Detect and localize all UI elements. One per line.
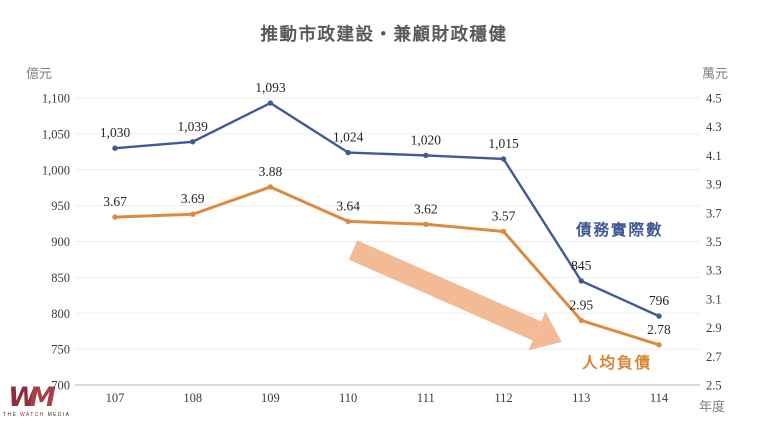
series-line: [113, 185, 661, 347]
x-tick: 108: [183, 391, 202, 405]
y-tick-right: 3.3: [706, 264, 722, 278]
data-point: [112, 145, 118, 151]
right-axis-unit: 萬元: [702, 66, 729, 81]
x-tick: 111: [417, 391, 435, 405]
y-tick-right: 2.7: [706, 350, 722, 364]
y-tick-left: 700: [51, 379, 70, 393]
data-point-label: 3.62: [414, 201, 438, 216]
series-line: [113, 101, 661, 318]
trend-arrow-head: [528, 311, 562, 351]
data-point-label: 1,093: [255, 80, 286, 95]
logo-tagline: THE WATCH MEDIA: [3, 412, 69, 418]
y-tick-left: 1,050: [42, 127, 70, 141]
data-point: [345, 149, 351, 156]
y-tick-right: 3.5: [706, 235, 722, 249]
logo-letter-m: M: [28, 382, 56, 413]
data-point-label: 1,030: [100, 125, 131, 140]
y-tick-left: 950: [51, 199, 70, 213]
logo-monogram: WM: [3, 384, 61, 411]
y-tick-left: 1,000: [42, 163, 70, 177]
data-point: [656, 313, 662, 319]
data-point-label: 2.78: [647, 322, 671, 337]
x-tick: 113: [572, 391, 590, 405]
series-label-debt: 債務實際數: [576, 222, 664, 239]
data-point-label: 3.67: [103, 194, 127, 209]
y-tick-right: 3.9: [706, 178, 722, 192]
x-tick: 112: [494, 391, 512, 405]
y-tick-right: 3.1: [706, 292, 722, 306]
data-point: [578, 278, 584, 284]
data-point-label: 1,020: [411, 132, 442, 147]
y-tick-right: 4.1: [706, 149, 722, 163]
series-label-per-capita: 人均負債: [582, 355, 653, 372]
trend-arrow-shaft: [348, 240, 542, 341]
data-point: [423, 152, 429, 159]
data-point-label: 3.88: [259, 164, 283, 179]
data-point-label: 1,015: [488, 136, 519, 151]
data-point: [345, 218, 351, 225]
x-tick: 114: [650, 391, 669, 405]
data-point: [423, 221, 429, 227]
logo-letter-w: W: [8, 382, 38, 413]
logo-tagline-the: THE: [3, 412, 18, 418]
data-point: [578, 317, 584, 324]
y-tick-left: 800: [51, 307, 70, 321]
data-point: [500, 228, 507, 235]
y-tick-left: 1,100: [42, 92, 70, 106]
data-point-label: 796: [649, 293, 670, 308]
left-axis-unit: 億元: [26, 66, 53, 81]
data-point-label: 3.69: [181, 191, 205, 206]
watch-media-logo: WM THE WATCH MEDIA: [3, 384, 69, 418]
data-point-label: 3.64: [336, 198, 360, 213]
y-tick-left: 850: [51, 271, 70, 285]
y-tick-left: 750: [51, 343, 70, 357]
logo-tagline-media: MEDIA: [47, 412, 71, 418]
data-point-label: 1,039: [178, 119, 209, 134]
data-point: [656, 342, 662, 348]
y-tick-right: 2.9: [706, 321, 722, 335]
y-tick-right: 2.5: [706, 379, 722, 393]
data-point-label: 845: [571, 258, 592, 273]
chart-title: 推動市政建設‧兼顧財政穩健: [260, 24, 508, 44]
data-point: [190, 211, 196, 217]
data-point: [112, 214, 118, 220]
x-tick: 109: [261, 391, 280, 405]
data-point: [267, 100, 274, 106]
x-tick: 110: [339, 391, 357, 405]
data-point-label: 3.57: [492, 208, 516, 223]
y-tick-right: 4.5: [706, 92, 722, 106]
logo-tagline-watch: WATCH: [20, 412, 45, 418]
data-point: [190, 139, 196, 145]
y-tick-right: 3.7: [706, 206, 722, 220]
x-axis-unit: 年度: [699, 399, 726, 414]
y-tick-left: 900: [51, 235, 70, 249]
y-tick-right: 4.3: [706, 120, 722, 134]
x-tick: 107: [106, 391, 125, 405]
data-point-label: 2.95: [569, 297, 593, 312]
data-point-label: 1,024: [333, 130, 364, 145]
data-point: [500, 156, 507, 162]
data-point: [267, 184, 274, 190]
